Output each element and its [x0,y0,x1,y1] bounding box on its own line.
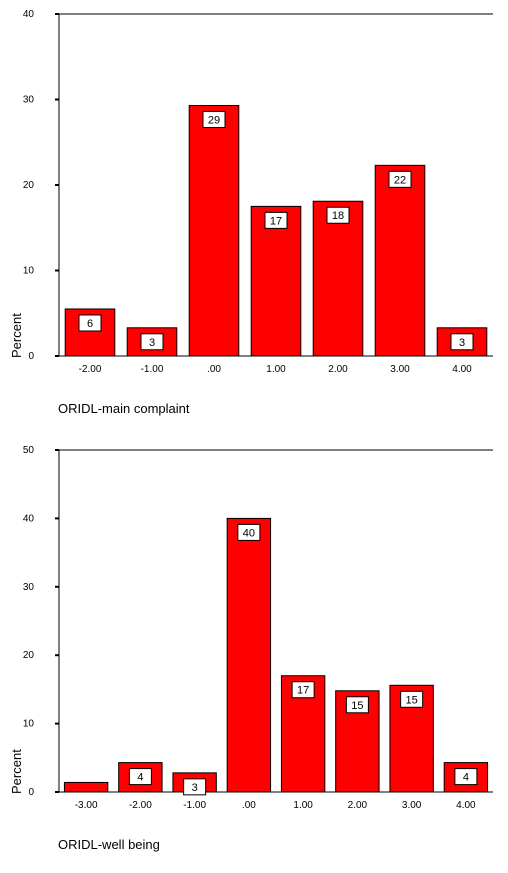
x-tick-label: 3.00 [402,800,422,811]
x-tick-label: 3.00 [390,364,410,375]
x-tick-label: 2.00 [348,800,368,811]
y-tick-label: 20 [23,180,35,191]
main-complaint-chart: 010203040-2.006-1.003.00291.00172.00183.… [9,9,493,416]
data-label: 40 [243,527,255,539]
x-tick-label: 4.00 [452,364,472,375]
x-tick-label: -1.00 [141,364,164,375]
data-label-box [183,778,207,796]
y-tick-label: 0 [28,787,34,798]
bar [226,517,272,793]
data-label: 3 [192,782,198,794]
y-tick-label: 10 [23,266,35,277]
data-label: 15 [406,694,418,706]
bar [188,104,240,357]
data-label-box [400,690,424,708]
data-label-box [291,681,315,699]
data-label-box [388,170,412,188]
y-tick-label: 10 [23,719,35,730]
data-label: 3 [459,337,465,349]
x-tick-label: 1.00 [293,800,313,811]
data-label-box [78,314,102,332]
x-tick-label: .00 [242,800,256,811]
x-axis-title: ORIDL-main complaint [58,401,190,416]
y-tick-label: 30 [23,95,35,106]
bar [312,200,364,357]
x-tick-label: .00 [207,364,221,375]
data-label: 22 [394,174,406,186]
data-label: 6 [87,318,93,330]
y-tick-label: 0 [28,351,34,362]
y-tick-label: 40 [23,513,35,524]
data-label-box [326,206,350,224]
data-label: 17 [297,685,309,697]
x-tick-label: -3.00 [75,800,98,811]
data-label-box [264,211,288,229]
data-label-box [140,333,164,351]
x-tick-label: 2.00 [328,364,348,375]
x-axis-title: ORIDL-well being [58,837,160,852]
data-label: 15 [351,700,363,712]
y-axis-title: Percent [9,749,24,794]
data-label: 4 [137,772,143,784]
data-label-box [237,523,261,541]
data-label-box [454,768,478,786]
y-axis-title: Percent [9,313,24,358]
data-label: 4 [463,772,469,784]
x-tick-label: -2.00 [129,800,152,811]
x-tick-label: 4.00 [456,800,476,811]
x-tick-label: 1.00 [266,364,286,375]
data-label-box [128,768,152,786]
data-label: 18 [332,210,344,222]
bar [63,781,109,793]
y-tick-label: 50 [23,445,35,456]
y-tick-label: 40 [23,9,35,20]
data-label: 29 [208,114,220,126]
y-tick-label: 20 [23,650,35,661]
data-label: 3 [149,337,155,349]
bar [374,164,426,357]
x-tick-label: -2.00 [79,364,102,375]
data-label-box [450,333,474,351]
data-label-box [202,110,226,128]
y-tick-label: 30 [23,582,35,593]
x-tick-label: -1.00 [183,800,206,811]
data-label: 17 [270,215,282,227]
data-label-box [345,696,369,714]
bar [250,205,302,357]
